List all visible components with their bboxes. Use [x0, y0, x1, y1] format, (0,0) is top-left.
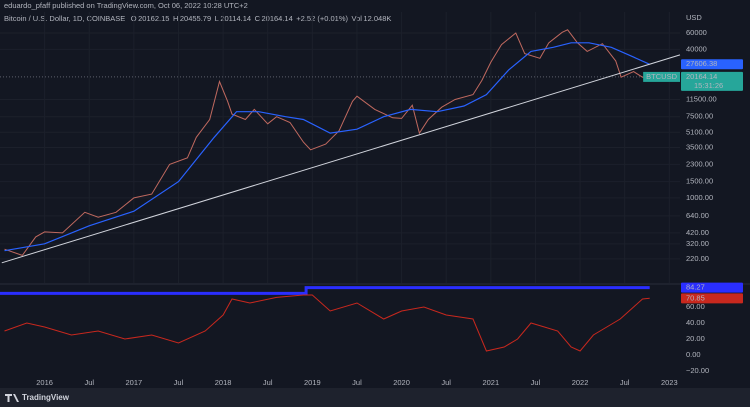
legend-text: Bitcoin / U.S. Dollar, 1D, COINBASE	[4, 14, 125, 23]
y-tick-label: 2300.00	[686, 159, 713, 168]
last-price-label: 20164.14	[686, 72, 717, 81]
y-tick-label: 60000	[686, 28, 707, 37]
badge-label: 27606.38	[686, 59, 717, 68]
x-tick-label: Jul	[352, 378, 362, 387]
x-tick-label: Jul	[620, 378, 630, 387]
legend-text: 20164.14	[261, 14, 292, 23]
legend-text: 20162.15	[138, 14, 169, 23]
x-tick-label: Jul	[441, 378, 451, 387]
y-tick-label: 40.00	[686, 318, 705, 327]
y-tick-label: 60.00	[686, 302, 705, 311]
legend-text: +2.52 (+0.01%)	[296, 14, 348, 23]
y-tick-label: 320.00	[686, 239, 709, 248]
y-tick-label: 220.00	[686, 254, 709, 263]
y-tick-label: 640.00	[686, 211, 709, 220]
x-tick-label: Jul	[263, 378, 273, 387]
price-badge	[681, 71, 743, 91]
y-tick-label: 420.00	[686, 228, 709, 237]
legend-text: L	[215, 14, 219, 23]
y-tick-label: 40000	[686, 44, 707, 53]
logo	[5, 394, 19, 402]
publisher: eduardo_pfaff published on TradingView.c…	[4, 1, 248, 10]
x-tick-label: Jul	[174, 378, 184, 387]
brand: TradingView	[22, 393, 70, 402]
x-tick-label: 2021	[482, 378, 499, 387]
legend-text: C	[255, 14, 261, 23]
price-badge	[681, 59, 743, 70]
y-tick-label: 0.00	[686, 350, 701, 359]
y-tick-label: −20.00	[686, 366, 709, 375]
x-tick-label: 2016	[36, 378, 53, 387]
series-line	[4, 294, 650, 352]
y-tick-label: 1000.00	[686, 193, 713, 202]
y-tick-label: 3500.00	[686, 142, 713, 151]
countdown: 15:31:26	[694, 81, 723, 90]
y-tick-label: 7500.00	[686, 112, 713, 121]
x-tick-label: Jul	[84, 378, 94, 387]
price-badge	[681, 293, 743, 304]
x-tick-label: 2019	[304, 378, 321, 387]
x-tick-label: 2017	[126, 378, 143, 387]
legend-text: 20455.79	[180, 14, 211, 23]
legend-text: 20114.14	[220, 14, 251, 23]
x-tick-label: 2022	[572, 378, 589, 387]
symbol-text: BTCUSD	[646, 72, 677, 81]
series-line	[4, 42, 650, 252]
y-unit: USD	[686, 13, 702, 22]
y-tick-label: 11500.00	[686, 95, 717, 104]
badge-label: 84.27	[686, 283, 705, 292]
legend-text: H	[173, 14, 178, 23]
y-tick-label: 1500.00	[686, 177, 713, 186]
y-tick-label: 20.00	[686, 334, 705, 343]
x-tick-label: Jul	[531, 378, 541, 387]
legend-text: 12.048K	[363, 14, 391, 23]
series-line	[4, 29, 648, 256]
symbol-box	[643, 71, 680, 82]
x-tick-label: 2020	[393, 378, 410, 387]
footer-bar	[0, 388, 750, 407]
series-line	[1, 54, 681, 264]
x-tick-label: 2018	[215, 378, 232, 387]
price-badge	[681, 282, 743, 293]
y-tick-label: 5100.00	[686, 127, 713, 136]
series-line	[0, 286, 650, 295]
badge-label: 70.85	[686, 293, 705, 302]
x-tick-label: 2023	[661, 378, 678, 387]
